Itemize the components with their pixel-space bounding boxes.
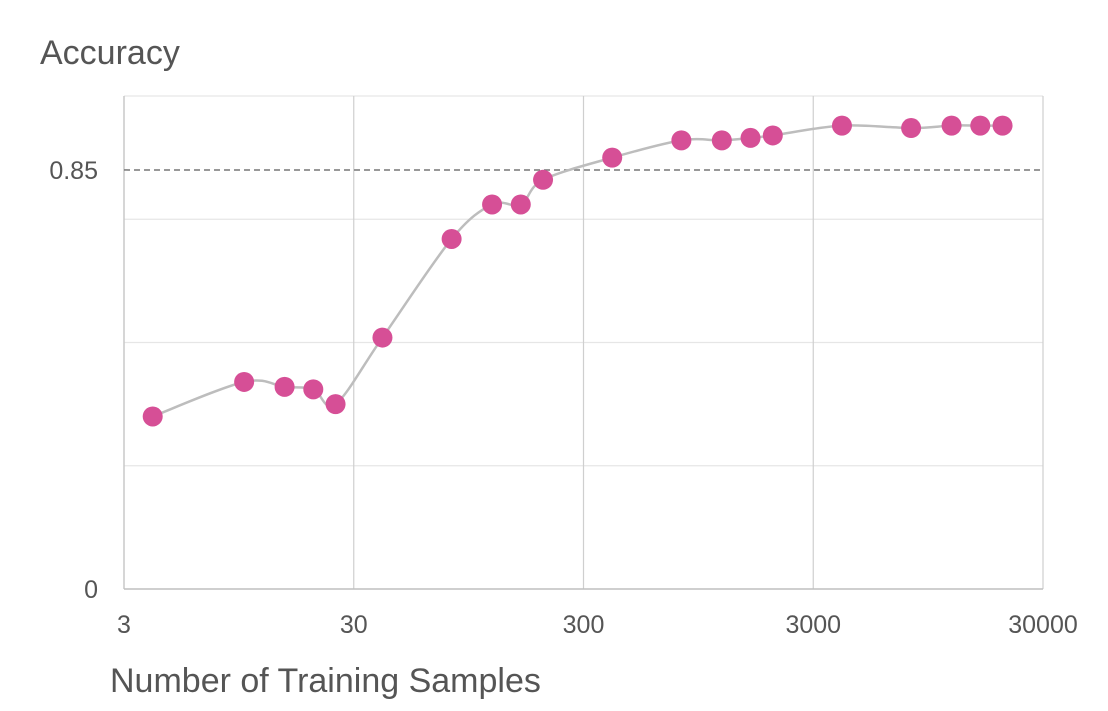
data-point [510,194,531,215]
x-tick-label: 30 [340,611,368,639]
data-point [941,115,962,136]
data-point [671,130,692,151]
x-axis-title: Number of Training Samples [110,662,541,700]
data-point [711,130,732,151]
y-tick-label: 0 [84,576,98,604]
label-layer: Accuracy Number of Training Samples 3 30 3… [40,34,1078,700]
data-point [142,406,163,427]
axis-layer [123,96,1043,590]
data-point [234,371,255,392]
data-point [533,169,554,190]
series-line [152,124,1003,418]
data-point [740,127,761,148]
point-layer [142,115,1013,427]
x-tick-label: 3 [117,611,131,639]
data-point [303,379,324,400]
x-tick-label: 300 [563,611,605,639]
data-point [901,118,922,139]
y-tick-label: 0.85 [49,157,98,185]
data-point [372,327,393,348]
x-tick-label: 30000 [1008,611,1078,639]
data-point [992,115,1013,136]
data-point [274,376,295,397]
data-point [482,194,503,215]
data-point [325,394,346,415]
grid-layer [124,95,1044,589]
data-point [602,147,623,168]
data-point [441,228,462,249]
data-point [762,125,783,146]
x-tick-label: 3000 [785,611,841,639]
data-point [831,115,852,136]
y-axis-title: Accuracy [40,34,180,72]
data-point [970,115,991,136]
line-layer [152,124,1003,418]
